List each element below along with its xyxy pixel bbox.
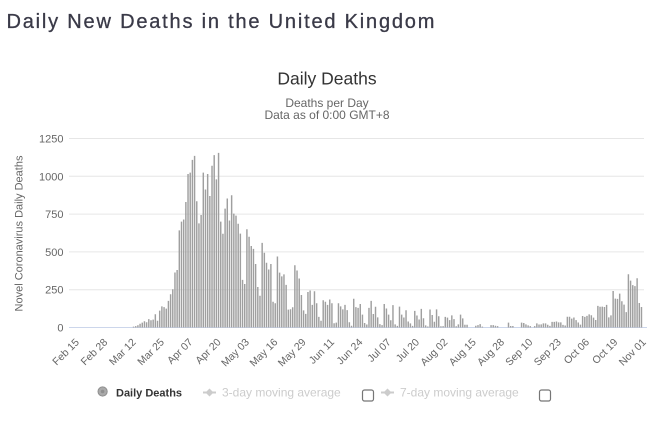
svg-text:3-day moving average: 3-day moving average bbox=[222, 386, 341, 400]
svg-text:1000: 1000 bbox=[39, 171, 63, 183]
svg-text:250: 250 bbox=[45, 285, 63, 297]
svg-text:Deaths per Day: Deaths per Day bbox=[285, 96, 368, 110]
svg-text:7-day moving average: 7-day moving average bbox=[400, 386, 519, 400]
svg-text:Data as of 0:00 GMT+8: Data as of 0:00 GMT+8 bbox=[264, 108, 389, 122]
svg-text:0: 0 bbox=[57, 323, 63, 335]
svg-text:Novel Coronavirus Daily Deaths: Novel Coronavirus Daily Deaths bbox=[14, 155, 26, 311]
svg-text:Daily New Deaths in the United: Daily New Deaths in the United Kingdom bbox=[7, 11, 437, 33]
svg-text:Daily Deaths: Daily Deaths bbox=[277, 69, 376, 89]
svg-text:500: 500 bbox=[45, 247, 63, 259]
svg-text:750: 750 bbox=[45, 209, 63, 221]
svg-text:Daily Deaths: Daily Deaths bbox=[116, 388, 182, 400]
svg-text:1250: 1250 bbox=[39, 134, 63, 146]
